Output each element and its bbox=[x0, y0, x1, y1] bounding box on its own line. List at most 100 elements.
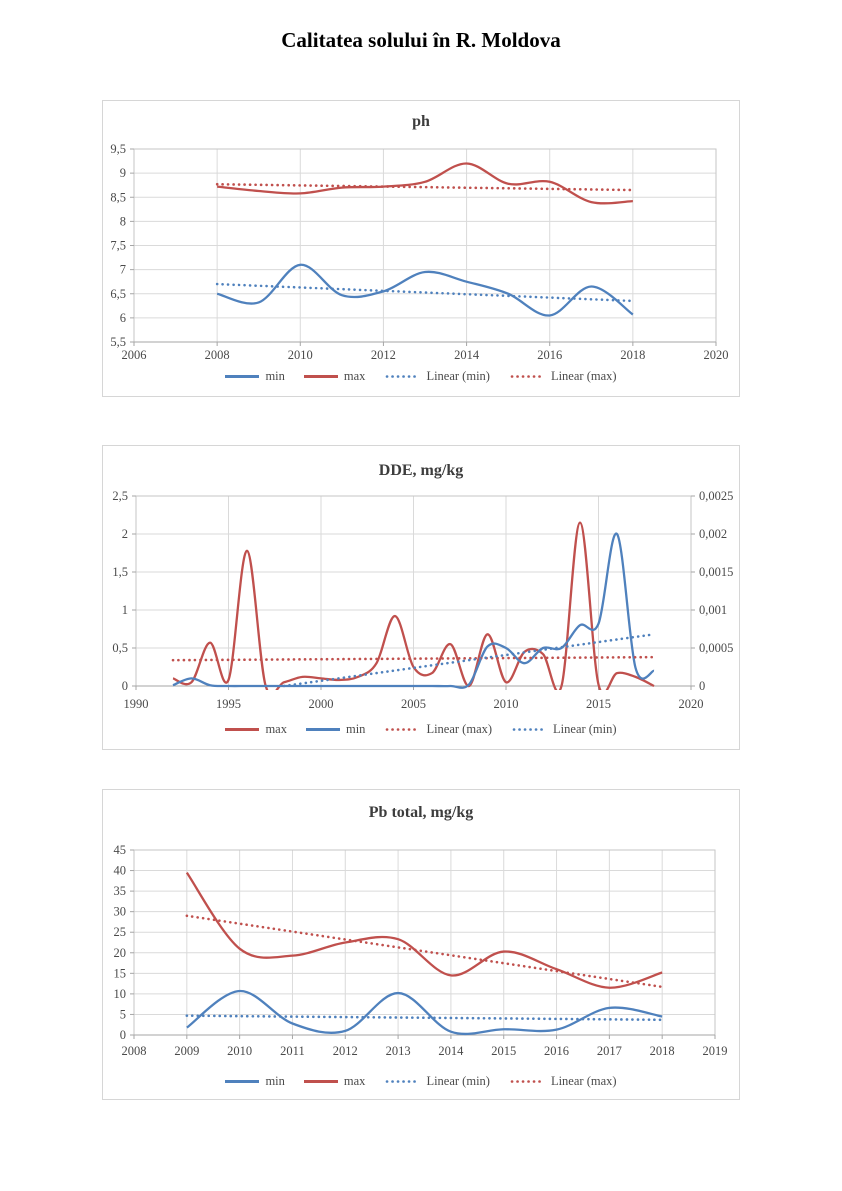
y-axis-label: 9 bbox=[120, 166, 126, 180]
y-axis-label: 40 bbox=[114, 864, 127, 878]
legend-label: max bbox=[343, 1074, 366, 1088]
x-axis-label: 2012 bbox=[371, 348, 396, 362]
document-title: Calitatea solului în R. Moldova bbox=[281, 28, 561, 52]
legend-swatch-solid bbox=[225, 1080, 260, 1083]
chart-panel-dde: DDE, mg/kg 2,5 2 1,5 1 0,5 0 0,0025 0,002 0,0015… bbox=[102, 445, 740, 750]
legend-label: min bbox=[265, 1074, 285, 1088]
series-max bbox=[217, 162, 633, 205]
x-axis-label: 2019 bbox=[703, 1044, 728, 1058]
chart-plot-dde: 2,5 2 1,5 1 0,5 0 0,0025 0,002 0,0015 0,001 0,0005… bbox=[112, 489, 733, 711]
x-axis-label: 2014 bbox=[454, 348, 480, 362]
x-axis-label: 2005 bbox=[401, 697, 426, 711]
legend-swatch-solid bbox=[303, 375, 338, 378]
chart-title-ph: ph bbox=[412, 113, 430, 130]
y-axis-label: 8 bbox=[120, 214, 126, 228]
y-axis-label: 6 bbox=[120, 311, 126, 325]
legend-item-max: max bbox=[225, 722, 287, 737]
legend-label: Linear (max) bbox=[550, 1074, 617, 1088]
legend-item-max: max bbox=[303, 1074, 366, 1089]
y-axis-label: 45 bbox=[114, 843, 127, 857]
legend-label: Linear (max) bbox=[550, 369, 617, 383]
x-axis-label: 2009 bbox=[174, 1044, 199, 1058]
y-axis-label: 0,5 bbox=[112, 641, 128, 655]
legend-label: min bbox=[345, 722, 366, 736]
legend-label: Linear (min) bbox=[426, 1074, 490, 1088]
y2-axis-label: 0,002 bbox=[699, 527, 727, 541]
x-axis-label: 2015 bbox=[491, 1044, 516, 1058]
y-axis-label: 10 bbox=[114, 987, 127, 1001]
series-linear-min- bbox=[282, 633, 656, 688]
legend-item-linear-min-: Linear (min) bbox=[384, 1074, 490, 1089]
gridlines bbox=[134, 849, 715, 1035]
legend-item-min: min bbox=[225, 1074, 285, 1089]
y-axis-label: 0 bbox=[120, 1028, 126, 1042]
x-axis-label: 2020 bbox=[679, 697, 704, 711]
series-max bbox=[185, 871, 663, 989]
y2-axis-label: 0,0025 bbox=[699, 489, 733, 503]
y-axis-label: 8,5 bbox=[110, 190, 126, 204]
legend-swatch-dotted bbox=[512, 728, 546, 731]
x-axis-label: 2018 bbox=[620, 348, 645, 362]
x-axis-label: 2010 bbox=[288, 348, 313, 362]
x-axis-label: 2008 bbox=[205, 348, 230, 362]
y2-axis-label: 0,0005 bbox=[699, 641, 733, 655]
y-axis-label: 25 bbox=[114, 925, 127, 939]
plot-border bbox=[133, 849, 716, 1036]
y-axis-label: 20 bbox=[114, 946, 127, 960]
legend-swatch-dotted bbox=[386, 375, 419, 378]
legend-item-linear-max-: Linear (max) bbox=[509, 1074, 617, 1089]
x-axis-label: 2010 bbox=[227, 1044, 252, 1058]
x-axis-label: 2017 bbox=[597, 1044, 622, 1058]
chart-panel-pb: Pb total, mg/kg 45 40 35 30 25 20 15 10 5 0 2008 20… bbox=[102, 789, 740, 1100]
y-axis-label: 7,5 bbox=[110, 239, 126, 253]
y-axis-label: 9,5 bbox=[110, 142, 126, 156]
y-axis-label: 1 bbox=[122, 603, 128, 617]
y-axis-label: 6,5 bbox=[110, 287, 126, 301]
axis-ticks bbox=[130, 849, 716, 1039]
legend-item-linear-min-: Linear (min) bbox=[384, 369, 490, 384]
x-axis-label: 1995 bbox=[216, 697, 241, 711]
series-linear-max- bbox=[171, 655, 656, 662]
x-axis-label: 2020 bbox=[704, 348, 729, 362]
series-linear-min- bbox=[215, 282, 635, 303]
legend-label: Linear (min) bbox=[426, 369, 490, 383]
legend-item-linear-max-: Linear (max) bbox=[384, 722, 492, 737]
legend-label: Linear (max) bbox=[426, 722, 493, 736]
x-axis-label: 2018 bbox=[650, 1044, 675, 1058]
series-min bbox=[216, 263, 634, 317]
x-axis-label: 2012 bbox=[333, 1044, 358, 1058]
y-axis-label: 1,5 bbox=[112, 565, 128, 579]
x-axis-label: 2016 bbox=[544, 1044, 569, 1058]
legend-swatch-dotted bbox=[386, 728, 419, 731]
x-axis-label: 2013 bbox=[386, 1044, 411, 1058]
x-axis-label: 1990 bbox=[124, 697, 149, 711]
legend-label: max bbox=[343, 369, 366, 383]
legend-item-linear-min-: Linear (min) bbox=[511, 722, 617, 737]
legend-item-min: min bbox=[225, 369, 285, 384]
y2-axis-label: 0,001 bbox=[699, 603, 727, 617]
x-axis-label: 2014 bbox=[438, 1044, 464, 1058]
y-axis-label: 0 bbox=[122, 679, 128, 693]
y-axis-label: 2 bbox=[122, 527, 128, 541]
axis-ticks bbox=[130, 148, 717, 346]
legend-swatch-solid bbox=[305, 728, 340, 731]
series-linear-max- bbox=[185, 914, 664, 989]
series-min bbox=[172, 532, 655, 689]
y-axis-label: 5 bbox=[120, 1007, 126, 1021]
y-axis-label: 15 bbox=[114, 966, 127, 980]
y-axis-label: 2,5 bbox=[112, 489, 128, 503]
series-min bbox=[186, 989, 663, 1036]
legend-swatch-dotted bbox=[386, 1080, 419, 1083]
y-axis-label: 5,5 bbox=[110, 335, 126, 349]
y2-axis-label: 0,0015 bbox=[699, 565, 733, 579]
legend-swatch-solid bbox=[225, 728, 260, 731]
x-axis-label: 2015 bbox=[586, 697, 611, 711]
x-axis-label: 2010 bbox=[494, 697, 519, 711]
series-max bbox=[172, 521, 655, 690]
x-axis-label: 2016 bbox=[537, 348, 562, 362]
